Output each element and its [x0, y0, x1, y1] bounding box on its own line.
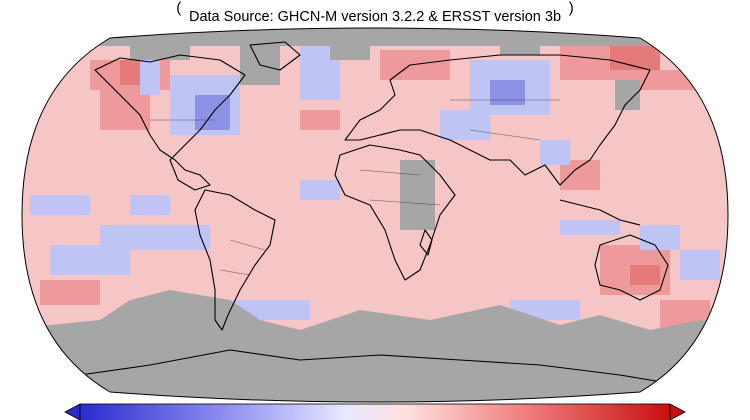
cut-title: ( ) — [176, 0, 574, 16]
cold-patches — [195, 80, 525, 130]
data-source: Data Source: GHCN-M version 3.2.2 & ERSS… — [189, 9, 561, 25]
borders — [150, 99, 560, 276]
coastlines — [79, 41, 681, 386]
colorbar-bar — [79, 403, 671, 420]
map-outline — [21, 27, 729, 403]
colorbar-low-end — [64, 403, 81, 420]
colorbar-high-end — [669, 403, 686, 420]
colorbar — [64, 403, 686, 420]
